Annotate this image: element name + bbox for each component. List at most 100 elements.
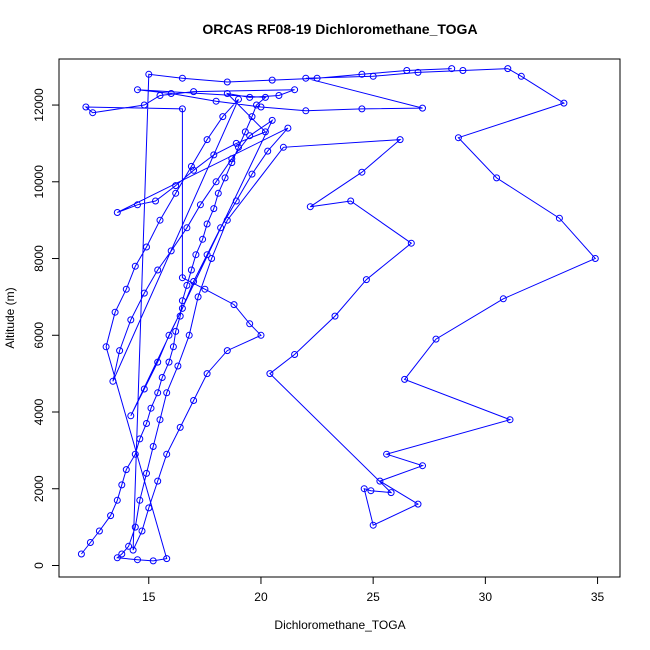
- data-point: [134, 86, 141, 94]
- data-point: [223, 216, 231, 224]
- data-point: [169, 343, 177, 351]
- data-point: [118, 550, 126, 558]
- data-point: [172, 327, 180, 335]
- data-point: [403, 67, 411, 74]
- data-point: [203, 251, 211, 259]
- data-point: [129, 546, 137, 554]
- data-point: [459, 67, 467, 74]
- data-point: [555, 214, 563, 222]
- data-point: [167, 90, 175, 97]
- data-point: [138, 527, 146, 535]
- data-point: [347, 197, 355, 205]
- data-point: [136, 496, 144, 504]
- data-point: [401, 375, 409, 383]
- x-tick-label: 35: [591, 590, 605, 604]
- data-point: [131, 450, 139, 458]
- data-point: [127, 412, 135, 420]
- data-point: [194, 293, 202, 301]
- data-point: [387, 489, 395, 497]
- data-point: [77, 550, 85, 558]
- x-axis-label: Dichloromethane_TOGA: [274, 618, 405, 632]
- data-point: [369, 72, 377, 80]
- data-point: [145, 70, 153, 78]
- y-tick-label: 0: [32, 562, 46, 569]
- data-point: [291, 351, 299, 358]
- data-point: [178, 304, 186, 312]
- x-tick-label: 25: [366, 590, 380, 604]
- data-point: [86, 539, 94, 546]
- data-point: [154, 389, 162, 397]
- data-point: [113, 554, 121, 562]
- y-axis: 0 2000 4000 6000 8000 10000 12000: [32, 88, 60, 569]
- data-point: [167, 247, 175, 255]
- data-point: [190, 88, 198, 96]
- data-point: [140, 101, 148, 109]
- data-point: [302, 107, 310, 115]
- data-point: [419, 104, 426, 112]
- data-point: [134, 201, 141, 209]
- data-point: [407, 239, 415, 247]
- data-point: [367, 487, 375, 495]
- x-tick-label: 20: [254, 590, 268, 604]
- data-point: [493, 174, 501, 182]
- data-point: [432, 335, 440, 343]
- y-tick-label: 12000: [32, 88, 46, 122]
- data-point: [517, 72, 525, 80]
- data-point: [201, 285, 209, 293]
- data-point: [131, 523, 139, 531]
- data-point: [223, 78, 231, 86]
- data-point: [591, 255, 599, 262]
- data-point: [127, 316, 135, 324]
- data-point: [208, 255, 216, 262]
- data-point: [228, 159, 236, 167]
- data-point: [178, 274, 186, 282]
- data-point: [291, 86, 299, 94]
- data-point: [143, 469, 150, 477]
- data-point: [499, 295, 507, 303]
- data-point: [107, 512, 115, 520]
- data-point: [232, 139, 240, 147]
- data-point: [136, 435, 144, 443]
- data-point: [221, 174, 229, 182]
- data-point: [122, 466, 130, 474]
- data-point: [210, 205, 218, 213]
- data-point: [156, 92, 164, 99]
- data-point: [360, 485, 368, 493]
- data-point: [383, 450, 391, 458]
- data-point: [118, 481, 126, 489]
- data-point: [253, 101, 260, 109]
- data-point: [174, 362, 182, 370]
- data-point: [109, 377, 117, 385]
- data-point: [172, 182, 180, 190]
- data-point: [454, 134, 462, 142]
- data-point: [113, 496, 121, 504]
- data-point: [196, 201, 204, 209]
- data-point: [414, 68, 422, 76]
- data-point: [203, 220, 211, 228]
- data-point: [257, 103, 265, 111]
- data-point: [190, 278, 198, 285]
- data-point: [266, 370, 274, 378]
- data-point: [163, 389, 171, 397]
- data-point: [158, 374, 166, 381]
- data-point: [217, 224, 225, 232]
- x-axis: 15 20 25 30 35: [142, 576, 605, 604]
- data-point: [506, 416, 514, 424]
- data-point: [362, 276, 370, 284]
- data-point: [178, 74, 186, 82]
- data-point: [111, 308, 119, 316]
- x-tick-label: 15: [142, 590, 156, 604]
- data-point: [178, 297, 186, 305]
- y-tick-label: 2000: [32, 475, 46, 502]
- data-point: [190, 166, 198, 174]
- data-point: [156, 416, 164, 424]
- data-point: [113, 209, 121, 216]
- data-point: [306, 203, 314, 211]
- data-point: [163, 450, 171, 458]
- data-point: [230, 301, 238, 309]
- data-point: [210, 151, 218, 159]
- data-point: [154, 266, 162, 274]
- data-point: [369, 521, 377, 529]
- data-point: [279, 143, 287, 151]
- y-tick-label: 4000: [32, 398, 46, 425]
